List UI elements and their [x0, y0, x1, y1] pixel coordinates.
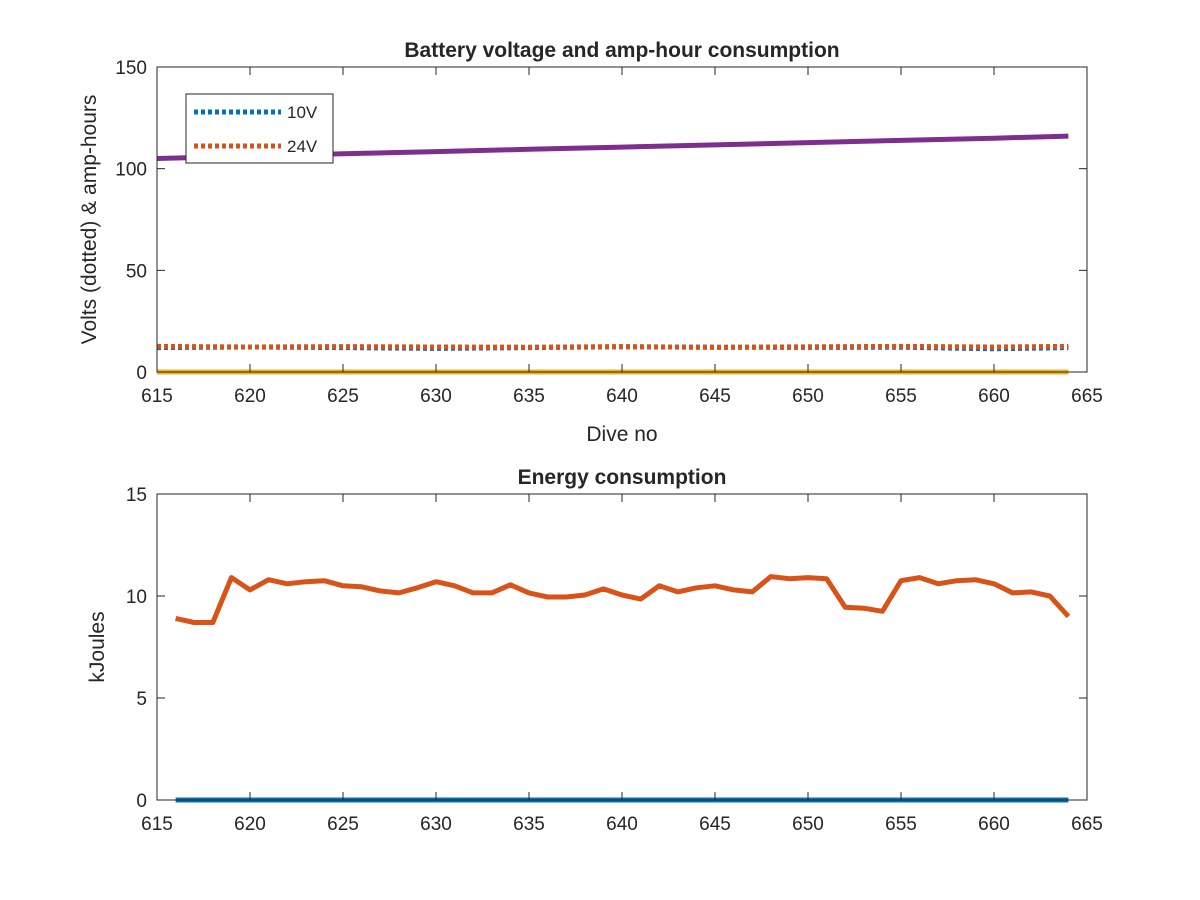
- x-tick-label: 625: [327, 386, 359, 407]
- series-line-2: [175, 574, 1071, 625]
- legend-label-24v: 24V: [287, 137, 318, 156]
- x-tick-label: 615: [141, 814, 173, 835]
- chart-title: Energy consumption: [518, 466, 727, 489]
- x-axis-label: Dive no: [586, 423, 657, 446]
- x-tick-label: 640: [606, 814, 638, 835]
- legend-label-10v: 10V: [287, 103, 318, 122]
- y-tick-label: 10: [126, 587, 147, 608]
- x-tick-label: 660: [978, 386, 1010, 407]
- x-tick-label: 635: [513, 814, 545, 835]
- series-line-2-24v: [156, 343, 1069, 350]
- y-tick-label: 50: [126, 261, 147, 282]
- x-tick-label: 635: [513, 386, 545, 407]
- subplot-1: 615 620 625 630 635 640 645 650 655 660 665 0 50 100 1…: [78, 39, 1103, 446]
- subplot-2: 615 620 625 630 635 640 645 650 655 660 665 0 5 10 15 E…: [86, 466, 1103, 835]
- legend-box: [185, 93, 334, 164]
- y-axis-label: Volts (dotted) & amp-hours: [78, 95, 101, 345]
- x-tick-label: 645: [699, 814, 731, 835]
- plot-area: [157, 494, 1087, 800]
- chart-title: Battery voltage and amp-hour consumption: [404, 39, 839, 62]
- x-tick-label: 665: [1071, 386, 1103, 407]
- x-tick-label: 650: [792, 814, 824, 835]
- x-tick-label: 620: [234, 386, 266, 407]
- x-tick-label: 655: [885, 386, 917, 407]
- y-tick-label: 100: [115, 160, 147, 181]
- y-tick-label: 0: [136, 363, 147, 384]
- x-tick-label: 625: [327, 814, 359, 835]
- x-tick-label: 620: [234, 814, 266, 835]
- x-tick-label: 665: [1071, 814, 1103, 835]
- x-tick-label: 650: [792, 386, 824, 407]
- legend: 10V 24V: [185, 93, 334, 164]
- y-axis-label: kJoules: [86, 611, 109, 682]
- x-tick-label: 645: [699, 386, 731, 407]
- x-tick-label: 660: [978, 814, 1010, 835]
- y-tick-label: 0: [136, 791, 147, 812]
- x-tick-label: 640: [606, 386, 638, 407]
- x-tick-label: 630: [420, 814, 452, 835]
- x-tick-label: 655: [885, 814, 917, 835]
- y-tick-label: 15: [126, 485, 147, 506]
- x-tick-label: 615: [141, 386, 173, 407]
- y-tick-label: 5: [136, 689, 147, 710]
- y-tick-label: 150: [115, 58, 147, 79]
- x-tick-label: 630: [420, 386, 452, 407]
